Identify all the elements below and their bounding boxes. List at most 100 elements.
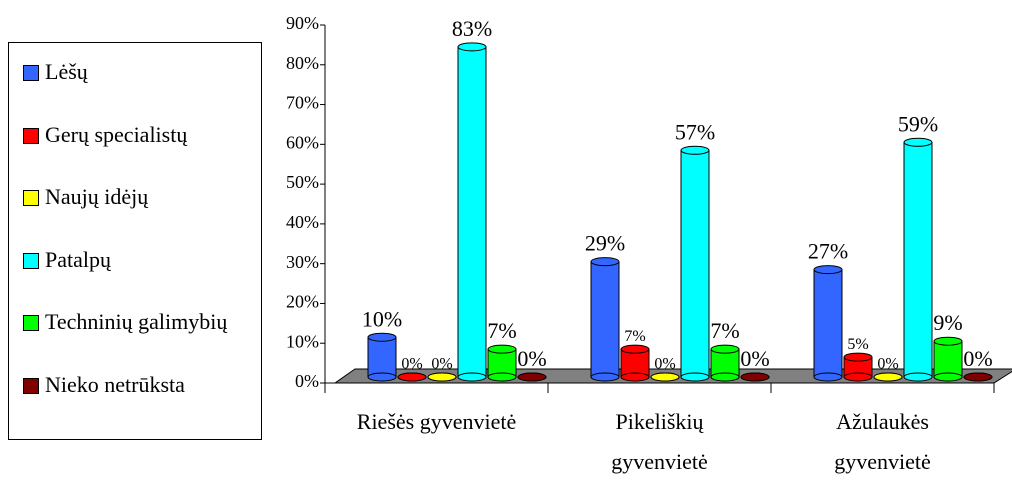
bar — [517, 372, 547, 382]
bar-bottom — [710, 372, 740, 382]
y-tick-label: 90% — [286, 13, 319, 33]
bar — [843, 352, 873, 382]
bar — [963, 372, 993, 382]
legend-swatch — [23, 190, 39, 206]
y-tick-label: 40% — [286, 212, 319, 232]
y-tick-label: 20% — [286, 292, 319, 312]
legend-label: Lėšų — [45, 59, 88, 84]
y-tick-label: 50% — [286, 172, 319, 192]
bar-bottom — [813, 372, 843, 382]
bar-top — [367, 332, 397, 342]
bar-body — [813, 269, 843, 378]
y-tick-label: 30% — [286, 252, 319, 272]
legend-swatch — [23, 252, 39, 269]
bar-top — [590, 257, 620, 267]
bar-bottom — [487, 372, 517, 382]
bar-bottom — [457, 372, 487, 382]
bar-bottom — [590, 372, 620, 382]
bar-top — [427, 372, 457, 382]
y-tick-label: 80% — [286, 53, 319, 73]
data-label: 7% — [487, 318, 516, 343]
bar-top — [397, 372, 427, 382]
bar-top — [650, 372, 680, 382]
bar-body — [487, 348, 517, 378]
bar-top — [963, 372, 993, 382]
bar — [813, 265, 843, 382]
bar — [710, 344, 740, 382]
bar — [590, 257, 620, 382]
y-tick-label: 70% — [286, 93, 319, 113]
x-tick-label: Ažulaukės gyvenvietė — [834, 409, 931, 474]
legend-item: Gerų specialistų — [23, 121, 250, 147]
bar-bottom — [367, 372, 397, 382]
legend: Lėšų Gerų specialistų Naujų idėjų Patalpų Te… — [8, 42, 262, 440]
legend-label: Techninių galimybių — [45, 309, 228, 334]
data-label: 7% — [624, 328, 645, 345]
legend-item: Nieko netrūksta — [23, 371, 250, 397]
legend-swatch — [23, 315, 39, 331]
bar — [873, 372, 903, 382]
bar — [427, 372, 457, 382]
bar-body — [590, 261, 620, 378]
bar — [933, 336, 963, 382]
bar-body — [680, 149, 710, 378]
bar-bottom — [620, 372, 650, 382]
legend-item: Naujų idėjų — [23, 185, 250, 209]
legend-item: Lėšų — [23, 60, 250, 84]
bar-top — [740, 372, 770, 382]
data-label: 29% — [585, 231, 625, 256]
bar-body — [933, 340, 963, 378]
bar — [620, 344, 650, 382]
y-tick-label: 10% — [286, 331, 319, 351]
legend-swatch — [23, 127, 39, 144]
legend-label: Patalpų — [45, 246, 111, 272]
data-label: 59% — [898, 111, 938, 136]
bar-body — [620, 348, 650, 378]
bar-top — [843, 352, 873, 362]
bar-top — [487, 344, 517, 354]
bar-body — [367, 336, 397, 378]
bar-top — [903, 137, 933, 147]
legend-swatch — [23, 65, 39, 81]
bar-bottom — [680, 372, 710, 382]
legend-swatch — [23, 377, 39, 394]
bar-top — [813, 265, 843, 275]
data-label: 9% — [933, 310, 962, 335]
bar — [740, 372, 770, 382]
data-label: 5% — [847, 336, 868, 353]
y-tick-label: 0% — [295, 371, 319, 391]
data-label: 57% — [675, 119, 715, 144]
x-tick-label: Riešės gyvenvietė — [356, 409, 517, 434]
bar — [487, 344, 517, 382]
bar-top — [517, 372, 547, 382]
bar-bottom — [933, 372, 963, 382]
legend-label: Nieko netrūksta — [45, 371, 185, 397]
bar-top — [457, 42, 487, 52]
legend-item: Techninių galimybių — [23, 310, 250, 334]
data-label: 0% — [963, 346, 992, 371]
data-label: 0% — [401, 356, 422, 373]
bar-bottom — [843, 372, 873, 382]
legend-label: Naujų idėjų — [45, 184, 149, 209]
bar — [367, 332, 397, 382]
data-label: 7% — [710, 318, 739, 343]
bar — [680, 145, 710, 382]
bar-top — [680, 145, 710, 155]
bar — [457, 42, 487, 382]
data-label: 27% — [808, 239, 848, 264]
y-tick-label: 60% — [286, 132, 319, 152]
x-tick-label: Pikeliškių gyvenvietė — [611, 409, 708, 474]
bar-top — [873, 372, 903, 382]
bar-top — [710, 344, 740, 354]
data-label: 0% — [740, 346, 769, 371]
legend-item: Patalpų — [23, 246, 250, 272]
data-label: 10% — [362, 306, 402, 331]
bar — [650, 372, 680, 382]
legend-label: Gerų specialistų — [45, 121, 188, 147]
data-label: 83% — [452, 16, 492, 41]
data-label: 0% — [431, 356, 452, 373]
data-label: 0% — [654, 356, 675, 373]
bar-body — [457, 46, 487, 378]
bar — [397, 372, 427, 382]
